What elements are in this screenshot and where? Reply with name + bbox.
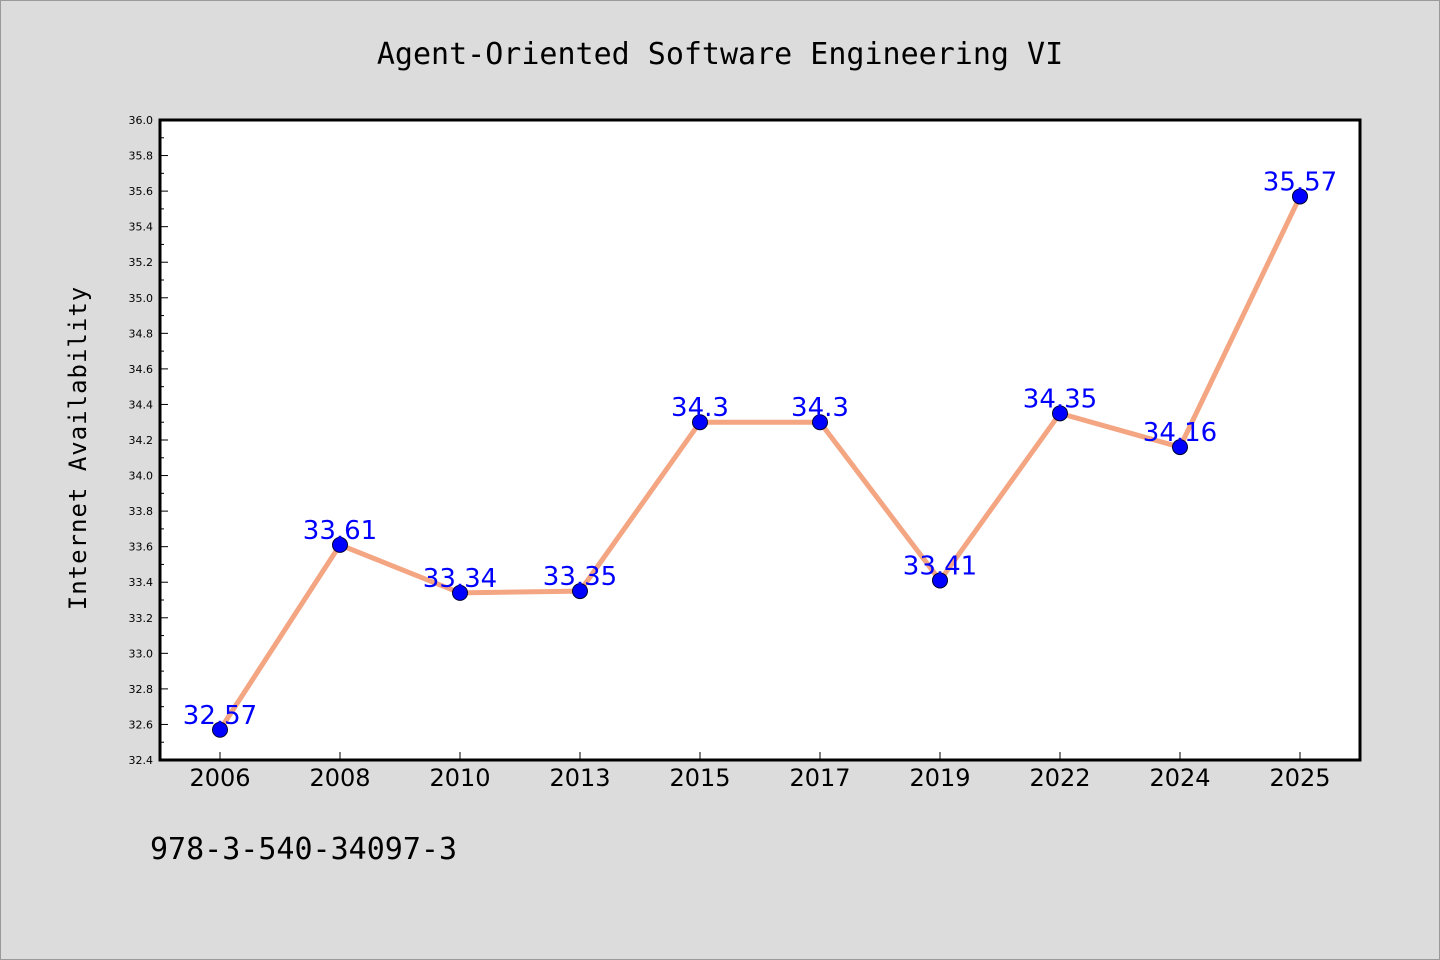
data-point-marker [572,583,588,600]
x-tick-label: 2017 [789,764,850,792]
x-tick-label: 2022 [1029,764,1090,792]
y-tick-label: 33.0 [129,647,154,660]
data-point-marker [1172,439,1188,456]
data-point-marker [812,414,828,431]
data-point-marker [1292,188,1308,205]
y-tick-label: 34.8 [129,327,154,340]
series-line [217,195,1303,732]
data-point-marker [212,721,228,738]
x-tick-label: 2019 [909,764,970,792]
x-tick-label: 2013 [549,764,610,792]
data-point-marker [932,572,948,589]
y-tick-label: 33.4 [129,576,154,589]
data-point-marker [332,536,348,553]
y-tick-label: 34.4 [129,398,154,411]
y-tick-label: 35.2 [129,256,154,269]
x-tick-label: 2008 [309,764,370,792]
x-tick-label: 2024 [1149,764,1210,792]
y-tick-label: 35.8 [129,150,154,163]
data-point-label: 33.41 [903,551,977,581]
data-point-label: 33.61 [303,516,377,546]
x-tick-label: 2015 [669,764,730,792]
data-labels: 32.57 33.61 33.34 33.35 34.3 34.3 33.41 34.35 34… [183,167,1337,730]
y-tick-label: 33.8 [129,505,154,518]
y-tick-label: 35.0 [129,292,154,305]
y-tick-label: 32.6 [129,718,154,731]
y-tick-label: 35.4 [129,221,154,234]
data-point-marker [1052,405,1068,422]
data-point-marker [692,414,708,431]
data-point-label: 35.57 [1263,167,1337,197]
data-markers [212,188,1308,738]
x-tick-label: 2010 [429,764,490,792]
data-point-label: 34.35 [1023,384,1097,414]
data-point-label: 34.3 [791,393,849,423]
x-tick-label: 2006 [189,764,250,792]
data-point-label: 32.57 [183,701,257,731]
data-point-label: 33.35 [543,562,617,592]
chart-title: Agent-Oriented Software Engineering VI [377,37,1063,72]
series-line-group [217,195,1303,732]
data-point-label: 34.3 [671,393,729,423]
y-tick-label: 36.0 [129,114,154,127]
y-tick-label: 32.8 [129,683,154,696]
y-tick-label: 33.6 [129,541,154,554]
y-tick-label: 34.0 [129,470,154,483]
data-point-label: 33.34 [423,564,497,594]
y-tick-label: 32.4 [129,754,154,767]
x-tick-label: 2025 [1269,764,1330,792]
y-tick-label: 34.6 [129,363,154,376]
data-point-marker [452,584,468,601]
y-tick-label: 33.2 [129,612,154,625]
y-tick-label: 35.6 [129,185,154,198]
y-tick-label: 34.2 [129,434,154,447]
isbn-footer: 978-3-540-34097-3 [150,832,458,867]
x-axis: 2006 2008 2010 2013 2015 2017 2019 2022 2024 2025 [189,752,1331,792]
y-axis-label: Internet Availability [64,286,92,610]
y-axis: 32.4 32.6 32.8 33.0 33.2 33.4 33.6 33.8 34.0 34.2… [129,114,168,767]
data-point-label: 34.16 [1143,418,1217,448]
